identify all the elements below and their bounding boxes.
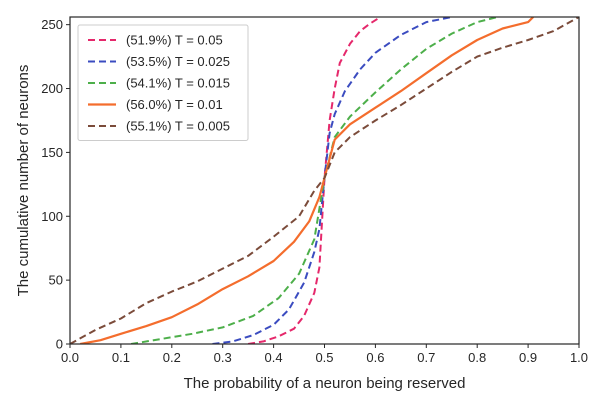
legend-label-1: (51.9%) T = 0.05	[126, 33, 223, 48]
x-tick-label: 0.7	[417, 350, 435, 365]
y-tick-label: 50	[49, 273, 63, 288]
series-line-5	[70, 17, 579, 344]
legend-label-4: (56.0%) T = 0.01	[126, 97, 223, 112]
x-tick-label: 0.8	[468, 350, 486, 365]
x-tick-label: 0.9	[519, 350, 537, 365]
legend-box	[77, 24, 249, 141]
y-tick-label: 250	[41, 17, 63, 32]
x-tick-label: 0.2	[163, 350, 181, 365]
series-layer	[70, 17, 579, 344]
y-tick-label: 0	[56, 337, 63, 352]
x-tick-label: 0.4	[265, 350, 283, 365]
legend: (51.9%) T = 0.05 (53.5%) T = 0.025 (54.1%)…	[77, 24, 249, 141]
x-tick-label: 0.6	[366, 350, 384, 365]
x-tick-label: 0.1	[112, 350, 130, 365]
x-tick-label: 0.0	[61, 350, 79, 365]
x-tick-label: 0.3	[214, 350, 232, 365]
series-line-1	[247, 17, 382, 344]
y-tick-label: 200	[41, 81, 63, 96]
x-tick-label: 0.5	[315, 350, 333, 365]
series-line-4	[79, 17, 534, 344]
x-tick-label: 1.0	[570, 350, 588, 365]
x-axis-title: The probability of a neuron being reserv…	[184, 375, 466, 392]
y-tick-label: 100	[41, 209, 63, 224]
ticks-layer: 0.0 0.1 0.2 0.3 0.4 0.5 0.6 0.7 0.8 0.9 1.0 0 50 100 1…	[41, 17, 588, 365]
legend-label-5: (55.1%) T = 0.005	[126, 119, 230, 134]
y-tick-label: 150	[41, 145, 63, 160]
legend-label-3: (54.1%) T = 0.015	[126, 76, 230, 91]
y-axis-title: The cumulative number of neurons	[15, 65, 32, 297]
legend-label-2: (53.5%) T = 0.025	[126, 54, 230, 69]
